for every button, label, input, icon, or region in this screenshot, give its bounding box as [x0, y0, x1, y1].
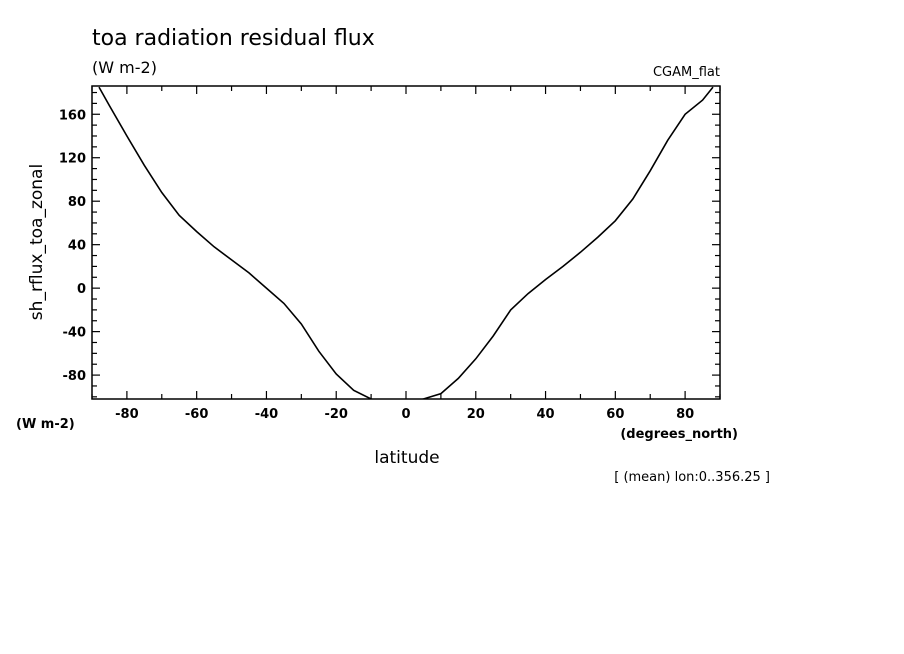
- y-tick-label: 40: [68, 239, 86, 254]
- y-units-label: (W m-2): [16, 417, 75, 432]
- chart-title: toa radiation residual flux: [92, 26, 375, 51]
- plot-frame: [91, 85, 721, 400]
- y-tick-label: 120: [59, 152, 86, 167]
- x-tick-label: -60: [185, 407, 209, 422]
- x-tick-label: 0: [401, 407, 410, 422]
- title-units: (W m-2): [92, 58, 157, 77]
- y-tick-label: -40: [63, 326, 87, 341]
- x-tick-label: 80: [676, 407, 694, 422]
- y-axis-label: sh_rflux_toa_zonal: [27, 164, 47, 320]
- footnote: [ (mean) lon:0..356.25 ]: [614, 470, 770, 485]
- x-units-label: (degrees_north): [620, 427, 738, 442]
- axis-ticks: [91, 86, 721, 399]
- x-tick-label: -80: [115, 407, 139, 422]
- x-tick-label: 20: [467, 407, 485, 422]
- y-tick-label: -80: [63, 369, 87, 384]
- x-axis-label: latitude: [374, 448, 439, 468]
- x-tick-label: -40: [255, 407, 279, 422]
- x-tick-label: 40: [537, 407, 555, 422]
- y-tick-label: 0: [77, 282, 86, 297]
- series-line: [98, 86, 714, 399]
- x-tick-label: 60: [606, 407, 624, 422]
- y-tick-label: 160: [59, 108, 86, 123]
- y-tick-label: 80: [68, 195, 86, 210]
- model-label: CGAM_flat: [653, 65, 720, 80]
- x-tick-label: -20: [324, 407, 348, 422]
- tick-labels: -80 -60 -40 -20 0 20 40 60 80 160 120 80 40 0 -40 -80: [59, 108, 694, 422]
